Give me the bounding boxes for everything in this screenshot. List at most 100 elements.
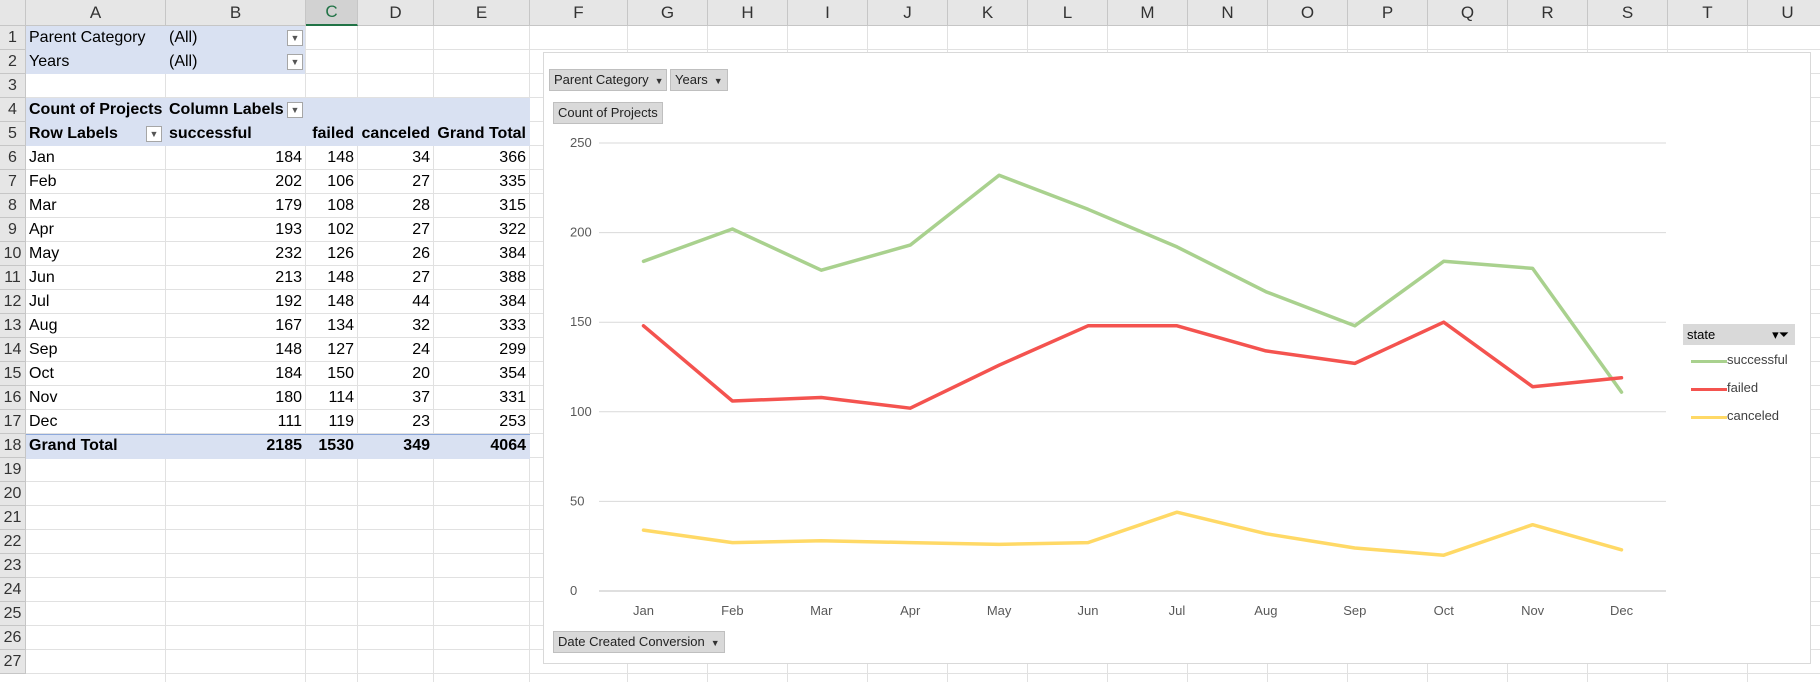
row-header-8[interactable]: 8 bbox=[0, 194, 26, 218]
row-header-25[interactable]: 25 bbox=[0, 602, 26, 626]
series-line-failed[interactable] bbox=[641, 320, 1624, 410]
row-header-20[interactable]: 20 bbox=[0, 482, 26, 506]
legend-item-canceled[interactable]: canceled bbox=[1727, 408, 1780, 423]
column-header-f[interactable]: F bbox=[530, 0, 628, 26]
gridline-vertical bbox=[433, 26, 434, 682]
chart-axis-field-button[interactable]: Date Created Conversion ▼ bbox=[553, 631, 725, 653]
column-header-u[interactable]: U bbox=[1748, 0, 1820, 26]
legend-state-filter[interactable]: state ▾⏷ bbox=[1683, 324, 1795, 345]
row-header-13[interactable]: 13 bbox=[0, 314, 26, 338]
column-header-r[interactable]: R bbox=[1508, 0, 1588, 26]
series-line-successful[interactable] bbox=[641, 173, 1624, 394]
row-header-10[interactable]: 10 bbox=[0, 242, 26, 266]
chart-value-field-button[interactable]: Count of Projects bbox=[553, 102, 663, 124]
x-tick-label: Jan bbox=[633, 603, 654, 618]
column-header-d[interactable]: D bbox=[358, 0, 434, 26]
chevron-down-icon: ▼ bbox=[654, 76, 664, 86]
pivot-row-labels: Row Labels bbox=[29, 125, 118, 142]
grand-total-successful: 2185 bbox=[266, 437, 302, 454]
row-header-12[interactable]: 12 bbox=[0, 290, 26, 314]
column-header-p[interactable]: P bbox=[1348, 0, 1428, 26]
x-tick-label: Dec bbox=[1610, 603, 1634, 618]
column-header-e[interactable]: E bbox=[434, 0, 530, 26]
grand-total-label: Grand Total bbox=[29, 437, 118, 454]
column-header-c[interactable]: C bbox=[306, 0, 358, 26]
column-header-h[interactable]: H bbox=[708, 0, 788, 26]
chart-filter-parent-category[interactable]: Parent Category ▼ bbox=[549, 69, 667, 91]
pivot-row-label: Aug bbox=[29, 317, 58, 334]
row-header-7[interactable]: 7 bbox=[0, 170, 26, 194]
row-header-26[interactable]: 26 bbox=[0, 626, 26, 650]
pivot-cell: 192 bbox=[275, 293, 302, 310]
column-header-s[interactable]: S bbox=[1588, 0, 1668, 26]
row-header-9[interactable]: 9 bbox=[0, 218, 26, 242]
pivot-cell: 180 bbox=[275, 389, 302, 406]
pivot-cell: 148 bbox=[327, 149, 354, 166]
row-header-11[interactable]: 11 bbox=[0, 266, 26, 290]
column-header-o[interactable]: O bbox=[1268, 0, 1348, 26]
x-tick-label: Jun bbox=[1078, 603, 1099, 618]
legend-item-failed[interactable]: failed bbox=[1727, 380, 1759, 395]
column-header-t[interactable]: T bbox=[1668, 0, 1748, 26]
column-header-m[interactable]: M bbox=[1108, 0, 1188, 26]
row-header-14[interactable]: 14 bbox=[0, 338, 26, 362]
row-header-19[interactable]: 19 bbox=[0, 458, 26, 482]
filter-value-parent-category[interactable]: (All) bbox=[169, 29, 198, 46]
column-header-l[interactable]: L bbox=[1028, 0, 1108, 26]
pivot-cell: 253 bbox=[499, 413, 526, 430]
row-header-23[interactable]: 23 bbox=[0, 554, 26, 578]
filter-dropdown-parent-category[interactable]: ▼ bbox=[287, 30, 303, 46]
pivot-chart[interactable]: Parent Category ▼ Years ▼ Count of Project… bbox=[543, 52, 1811, 664]
column-header-g[interactable]: G bbox=[628, 0, 708, 26]
row-header-27[interactable]: 27 bbox=[0, 650, 26, 674]
filter-dropdown-years[interactable]: ▼ bbox=[287, 54, 303, 70]
chart-filter-years[interactable]: Years ▼ bbox=[670, 69, 728, 91]
column-header-a[interactable]: A bbox=[26, 0, 166, 26]
row-header-6[interactable]: 6 bbox=[0, 146, 26, 170]
pivot-cell: 27 bbox=[412, 269, 430, 286]
legend-item-successful[interactable]: successful bbox=[1727, 352, 1788, 367]
series-line-canceled[interactable] bbox=[641, 510, 1624, 557]
pivot-row-label: Jan bbox=[29, 149, 55, 166]
row-header-5[interactable]: 5 bbox=[0, 122, 26, 146]
row-header-17[interactable]: 17 bbox=[0, 410, 26, 434]
column-header-n[interactable]: N bbox=[1188, 0, 1268, 26]
row-labels-dropdown[interactable]: ▼ bbox=[146, 126, 162, 142]
gridline-vertical bbox=[529, 26, 530, 682]
pivot-cell: 28 bbox=[412, 197, 430, 214]
pivot-row-label: May bbox=[29, 245, 60, 262]
row-header-22[interactable]: 22 bbox=[0, 530, 26, 554]
pivot-cell: 119 bbox=[328, 413, 354, 430]
select-all-corner[interactable] bbox=[0, 0, 26, 26]
row-header-4[interactable]: 4 bbox=[0, 98, 26, 122]
column-labels-filter-icon[interactable]: ▼ bbox=[287, 102, 303, 118]
pivot-cell: 148 bbox=[275, 341, 302, 358]
row-header-15[interactable]: 15 bbox=[0, 362, 26, 386]
filter-value-years[interactable]: (All) bbox=[169, 53, 198, 70]
row-header-18[interactable]: 18 bbox=[0, 434, 26, 458]
chart-filter-years-label: Years bbox=[675, 72, 708, 87]
pivot-cell: 32 bbox=[412, 317, 430, 334]
column-header-k[interactable]: K bbox=[948, 0, 1028, 26]
column-header-i[interactable]: I bbox=[788, 0, 868, 26]
filter-label-years: Years bbox=[29, 53, 70, 70]
pivot-cell: 26 bbox=[412, 245, 430, 262]
pivot-cell: 388 bbox=[499, 269, 526, 286]
row-header-21[interactable]: 21 bbox=[0, 506, 26, 530]
row-header-1[interactable]: 1 bbox=[0, 26, 26, 50]
row-header-3[interactable]: 3 bbox=[0, 74, 26, 98]
column-header-q[interactable]: Q bbox=[1428, 0, 1508, 26]
row-header-16[interactable]: 16 bbox=[0, 386, 26, 410]
pivot-cell: 384 bbox=[499, 245, 526, 262]
row-header-2[interactable]: 2 bbox=[0, 50, 26, 74]
pivot-cell: 134 bbox=[327, 317, 354, 334]
row-header-24[interactable]: 24 bbox=[0, 578, 26, 602]
pivot-cell: 111 bbox=[277, 413, 302, 430]
header-canceled: canceled bbox=[361, 125, 430, 142]
x-tick-label: Sep bbox=[1343, 603, 1366, 618]
pivot-cell: 315 bbox=[499, 197, 526, 214]
pivot-value-label: Count of Projects bbox=[29, 101, 163, 118]
column-header-b[interactable]: B bbox=[166, 0, 306, 26]
column-header-j[interactable]: J bbox=[868, 0, 948, 26]
